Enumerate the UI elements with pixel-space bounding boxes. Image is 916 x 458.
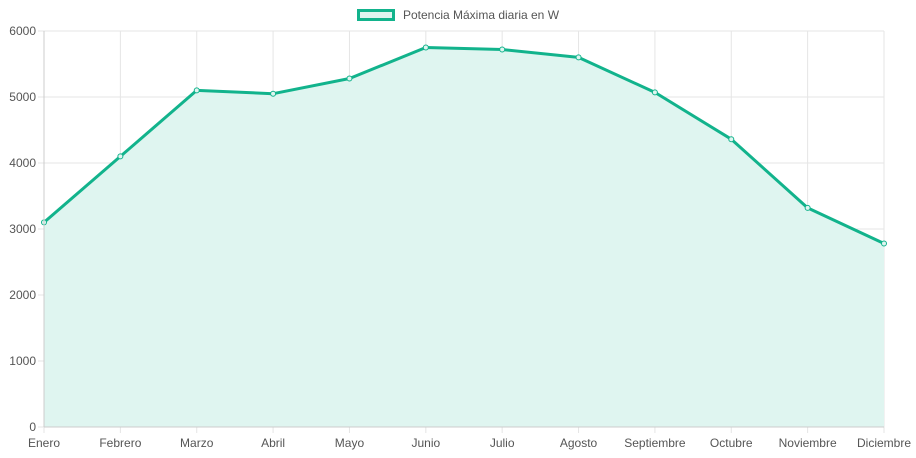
y-axis-ticks: 0 1000 2000 3000 4000 5000 6000: [9, 24, 36, 434]
x-tick-label: Julio: [490, 436, 515, 450]
legend-swatch: [356, 9, 395, 21]
y-tick-label: 1000: [9, 354, 36, 368]
x-tick-label: Noviembre: [779, 436, 837, 450]
x-tick-label: Septiembre: [624, 436, 686, 450]
data-point[interactable]: [422, 44, 429, 51]
series-line: [43, 46, 885, 245]
data-point[interactable]: [193, 87, 200, 94]
x-tick-label: Mayo: [335, 436, 365, 450]
y-tick-label: 3000: [9, 222, 36, 236]
data-point[interactable]: [499, 46, 506, 53]
series-area-fill: [44, 47, 884, 427]
x-tick-label: Marzo: [180, 436, 214, 450]
x-tick-label: Junio: [411, 436, 440, 450]
data-point[interactable]: [881, 240, 887, 247]
y-tick-label: 5000: [9, 90, 36, 104]
data-point[interactable]: [270, 90, 277, 97]
data-point[interactable]: [346, 75, 353, 82]
data-point[interactable]: [117, 153, 124, 160]
x-tick-label: Abril: [261, 436, 285, 450]
y-tick-label: 4000: [9, 156, 36, 170]
x-tick-label: Agosto: [560, 436, 598, 450]
data-points: [41, 44, 887, 247]
x-axis-ticks: Enero Febrero Marzo Abril Mayo Junio Julio Agos…: [28, 436, 911, 450]
x-tick-label: Febrero: [99, 436, 141, 450]
data-point[interactable]: [575, 54, 582, 61]
y-tick-label: 2000: [9, 288, 36, 302]
chart-legend[interactable]: Potencia Máxima diaria en W: [0, 6, 916, 24]
x-tick-label: Octubre: [710, 436, 753, 450]
x-tick-label: Diciembre: [857, 436, 911, 450]
x-tick-label: Enero: [28, 436, 60, 450]
axes: [43, 31, 884, 428]
legend-label: Potencia Máxima diaria en W: [402, 8, 560, 22]
data-point[interactable]: [651, 89, 658, 96]
data-point[interactable]: [804, 204, 811, 211]
y-tick-label: 0: [29, 420, 36, 434]
data-point[interactable]: [728, 136, 735, 143]
y-tick-label: 6000: [9, 24, 36, 38]
